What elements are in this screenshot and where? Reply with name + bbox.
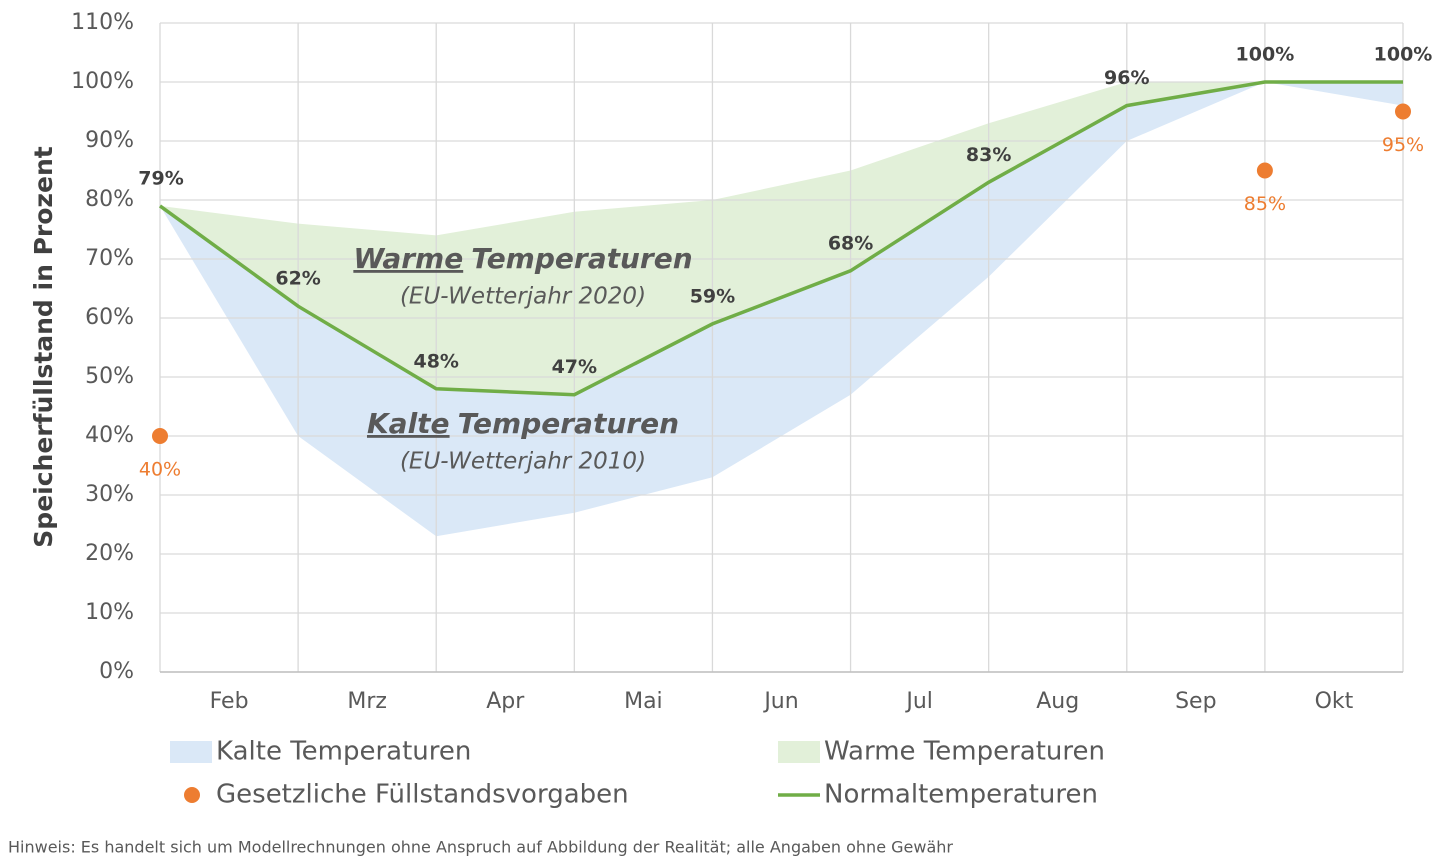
x-tick-label: Jul (904, 689, 933, 714)
band-area (160, 82, 1403, 537)
y-tick-label: 60% (85, 305, 134, 330)
data-label: 100% (1236, 44, 1295, 66)
data-label: 79% (138, 167, 183, 189)
note: Hinweis: Es handelt sich um Modellrechnu… (8, 838, 953, 857)
x-tick-label: Mai (624, 689, 663, 714)
y-tick-label: 0% (99, 659, 134, 684)
data-label: 100% (1374, 44, 1433, 66)
annotation-underlined: Warme (353, 242, 463, 275)
y-tick-label: 110% (71, 10, 134, 35)
x-tick-label: Sep (1175, 689, 1216, 714)
point (152, 428, 168, 444)
annotation-sub: (EU-Wetterjahr 2020) (400, 284, 646, 310)
x-tick-label: Feb (210, 689, 249, 714)
annotation-underlined: Kalte (367, 407, 450, 440)
data-label: 95% (1382, 134, 1424, 156)
data-label: 59% (690, 285, 735, 307)
y-tick-label: 20% (85, 541, 134, 566)
line (158, 80, 1403, 397)
y-tick-label: 10% (85, 600, 134, 625)
x-tick-label: Okt (1315, 689, 1354, 714)
point (1395, 103, 1411, 120)
data-label: 62% (275, 268, 320, 290)
data-label: 40% (139, 459, 181, 481)
data-label: 48% (413, 350, 458, 372)
annotation: Kalte Temperaturen (367, 407, 679, 440)
y-tick-label: 40% (85, 423, 134, 448)
legend-label: Warme Temperaturen (824, 737, 1105, 767)
y-tick-label: 30% (85, 482, 134, 507)
data-label: 83% (966, 144, 1011, 166)
data-label: 85% (1244, 193, 1286, 215)
x-tick-label: Jun (762, 689, 798, 714)
legend-swatch (170, 741, 212, 763)
annotation-text: Temperaturen (471, 242, 692, 275)
x-tick-label: Apr (486, 689, 525, 714)
legend-label: Gesetzliche Füllstandsvorgaben (216, 780, 629, 810)
annotation-sub: (EU-Wetterjahr 2010) (400, 449, 646, 475)
y-tick-label: 80% (85, 187, 134, 212)
annotation: Warme Temperaturen (353, 242, 692, 275)
point (1256, 162, 1273, 179)
data-label: 96% (1104, 67, 1149, 89)
data-label: 47% (552, 356, 597, 378)
y-tick-label: 90% (85, 128, 134, 153)
legend-swatch (778, 741, 820, 763)
band-area (160, 82, 1403, 395)
annotation-text: Temperaturen (458, 407, 679, 440)
y-tick-label: 50% (85, 364, 134, 389)
y-tick-label: 100% (71, 69, 134, 94)
y-axis-title: Speicherfüllstand in Prozent (29, 146, 58, 547)
legend-label: Normaltemperaturen (824, 780, 1098, 810)
data-label: 68% (828, 232, 873, 254)
x-tick-label: Aug (1036, 689, 1079, 714)
legend-label: Kalte Temperaturen (216, 737, 471, 767)
y-tick-label: 70% (85, 246, 134, 271)
legend-swatch (184, 787, 200, 803)
x-tick-label: Mrz (347, 689, 387, 714)
